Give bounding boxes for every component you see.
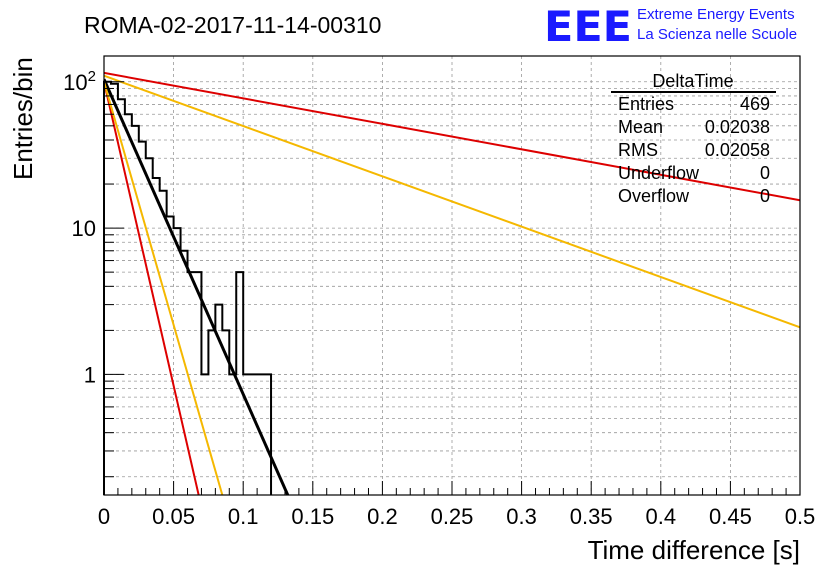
stats-row-label: Entries [618, 94, 674, 114]
y-axis-label: Entries/bin [8, 57, 38, 180]
stats-row-label: Overflow [618, 186, 690, 206]
axes: 0 0.05 0.1 0.15 0.2 0.25 0.3 0.35 0.4 0.45 0.5 1 10 1… [63, 68, 815, 529]
eee-logo: EEE Extreme Energy Events La Scienza nel… [544, 2, 797, 51]
stats-row-label: RMS [618, 140, 658, 160]
stats-title: DeltaTime [652, 71, 733, 91]
x-tick-label: 0.2 [367, 504, 398, 529]
x-tick-label: 0 [98, 504, 110, 529]
x-tick-label: 0.1 [228, 504, 259, 529]
x-tick-label: 0.45 [709, 504, 752, 529]
logo-letters: EEE [544, 2, 632, 51]
grid [104, 56, 800, 495]
stats-row-label: Mean [618, 117, 663, 137]
x-axis-label: Time difference [s] [588, 535, 800, 565]
stats-row-value: 0.02058 [705, 140, 770, 160]
stats-row-value: 0 [760, 186, 770, 206]
y-tick-label: 10 [72, 216, 96, 241]
logo-line-2: La Scienza nelle Scuole [637, 26, 797, 43]
stats-row-value: 0.02038 [705, 117, 770, 137]
fit-line-1 [104, 71, 800, 202]
y-tick-label: 1 [84, 362, 96, 387]
fit-line-3 [104, 81, 200, 495]
fit-line-4 [104, 81, 224, 495]
logo-line-1: Extreme Energy Events [637, 6, 795, 23]
stats-row-value: 0 [760, 163, 770, 183]
fit-line-0 [104, 78, 290, 495]
fit-lines [104, 71, 800, 495]
x-tick-label: 0.4 [646, 504, 677, 529]
x-tick-label: 0.3 [506, 504, 537, 529]
histogram [103, 80, 273, 495]
chart-title: ROMA-02-2017-11-14-00310 [84, 12, 381, 38]
y-tick-label: 102 [63, 68, 96, 95]
x-tick-label: 0.35 [570, 504, 613, 529]
x-tick-label: 0.25 [431, 504, 474, 529]
stats-box: DeltaTime Entries 469 Mean 0.02038 RMS 0.02058… [611, 71, 776, 206]
stats-row-value: 469 [740, 94, 770, 114]
histogram-outline [103, 80, 273, 495]
fit-line-2 [104, 74, 800, 329]
x-tick-label: 0.05 [152, 504, 195, 529]
x-tick-label: 0.15 [291, 504, 334, 529]
stats-row-label: Underflow [618, 163, 700, 183]
x-tick-label: 0.5 [785, 504, 816, 529]
